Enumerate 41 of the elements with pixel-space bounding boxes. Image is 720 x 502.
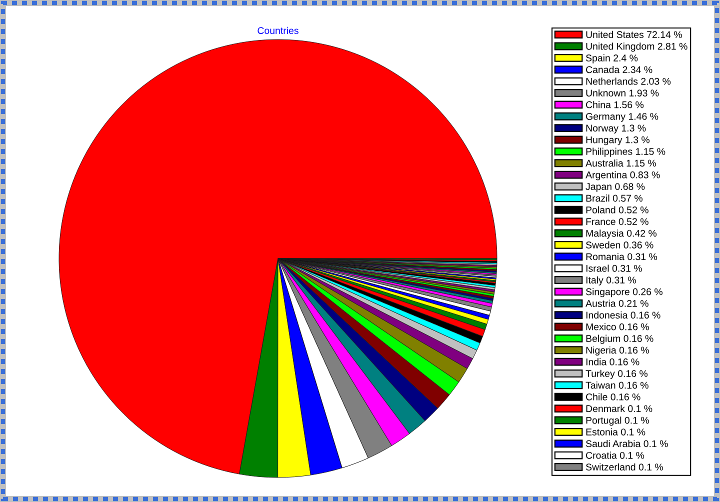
legend-label: Germany 1.46 % — [586, 112, 658, 122]
pie-slice — [58, 39, 498, 474]
legend-label: Canada 2.34 % — [586, 66, 652, 74]
legend-label: Italy 0.31 % — [586, 276, 636, 286]
legend-label: Portugal 0.1 % — [586, 416, 649, 426]
legend-label: Hungary 1.3 % — [586, 136, 650, 146]
legend-label: France 0.52 % — [586, 218, 648, 226]
legend-label: Switzerland 0.1 % — [586, 463, 664, 471]
legend-label: United States 72.14 % — [586, 30, 682, 38]
legend-label: Sweden 0.36 % — [586, 241, 654, 248]
legend-label: India 0.16 % — [586, 358, 640, 366]
legend-label: United Kingdom 2.81 % — [586, 42, 688, 52]
legend-label: Argentina 0.83 % — [586, 171, 660, 180]
legend-label: Netherlands 2.03 % — [586, 78, 671, 85]
legend-label: Saudi Arabia 0.1 % — [586, 440, 668, 448]
legend-label: Unknown 1.93 % — [586, 89, 659, 96]
legend-label: Chile 0.16 % — [586, 393, 640, 400]
legend-label: Estonia 0.1 % — [586, 428, 646, 436]
legend-label: Philippines 1.15 % — [586, 148, 666, 157]
pie-slice — [278, 258, 369, 468]
legend-label: Belgium 0.16 % — [586, 334, 654, 344]
legend-label: Indonesia 0.16 % — [586, 311, 660, 319]
legend-label: Romania 0.31 % — [586, 252, 658, 260]
legend-label: Nigeria 0.16 % — [586, 346, 649, 356]
legend-label: Poland 0.52 % — [586, 206, 648, 214]
legend-label: Norway 1.3 % — [586, 124, 646, 134]
legend-label: Israel 0.31 % — [586, 264, 642, 272]
legend-label: Brazil 0.57 % — [586, 194, 642, 202]
chart-title: Countries — [258, 26, 298, 34]
legend-label: Austria 0.21 % — [586, 300, 648, 307]
legend-label: Croatia 0.1 % — [586, 452, 644, 459]
legend-label: Spain 2.4 % — [586, 54, 638, 64]
legend-label: Australia 1.15 % — [586, 159, 656, 167]
legend-label: Mexico 0.16 % — [586, 323, 649, 330]
legend-label: China 1.56 % — [586, 101, 644, 108]
legend-label: Taiwan 0.16 % — [586, 382, 648, 389]
legend-label: Japan 0.68 % — [586, 183, 645, 192]
legend-label: Singapore 0.26 % — [586, 288, 662, 298]
legend-label: Malaysia 0.42 % — [586, 230, 657, 239]
legend-label: Denmark 0.1 % — [586, 404, 652, 412]
legend-label: Turkey 0.16 % — [586, 370, 648, 379]
